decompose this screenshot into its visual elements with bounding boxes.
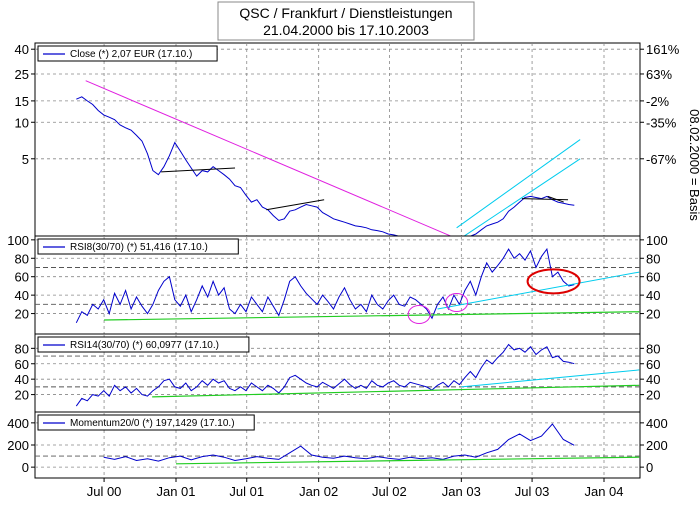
x-tick-label: Jul 03 [515,484,550,499]
left-tick-label: 25 [15,67,29,82]
left-tick-label: 15 [15,94,29,109]
x-axis: Jul 00 Jan 01 Jul 01 Jan 02 Jul 02 Jan 03 Jul … [87,478,624,499]
panel-price: 40 25 15 10 5 161% 63% -2% -35% -67% Close (*) 2,0… [15,42,680,246]
black-support-line [547,195,564,203]
panel-momentum: 400 200 0 400 200 0 Momentum20/0 (*) 197,1429 … [7,411,668,479]
left-tick-label: 100 [7,233,29,248]
legend-rsi14: RSI14(30/70) (*) 60,0977 (17.10.) [37,336,250,353]
x-tick-label: Jul 00 [87,484,122,499]
right-tick-label: 80 [646,251,660,266]
right-tick-label: 0 [646,460,653,475]
series-line-momentum [103,423,575,462]
x-tick-label: Jan 04 [584,484,623,499]
right-axis-label: 08.02.2000 = Basis [687,109,700,221]
legend-label: RSI8(30/70) (*) 51,416 (17.10.) [70,242,208,253]
black-support-line [266,199,325,211]
left-tick-label: 80 [15,341,29,356]
panel-frame [34,42,641,237]
left-tick-label: 40 [15,372,29,387]
legend-label: Momentum20/0 (*) 197,1429 (17.10.) [70,418,235,429]
left-tick-label: 200 [7,438,29,453]
left-tick-label: 60 [15,357,29,372]
left-tick-label: 20 [15,388,29,403]
chart-panels: 40 25 15 10 5 161% 63% -2% -35% -67% Close (*) 2,0… [7,42,680,479]
chart-title: QSC / Frankfurt / Dienstleistungen 21.04… [217,1,475,41]
green-trendline [152,384,640,398]
left-tick-label: 20 [15,307,29,322]
left-tick-label: 400 [7,416,29,431]
black-support-line [521,198,569,201]
red-ellipse-marker [526,268,581,295]
right-tick-label: 40 [646,288,660,303]
right-tick-label: 400 [646,416,668,431]
x-tick-label: Jan 02 [299,484,338,499]
left-tick-label: 10 [15,115,29,130]
legend-box [37,238,239,255]
left-tick-label: 80 [15,251,29,266]
right-tick-label: 40 [646,372,660,387]
right-tick-label: 20 [646,388,660,403]
left-tick-label: 40 [15,42,29,57]
right-tick-label: 200 [646,438,668,453]
right-tick-label: -67% [646,152,677,167]
series-line-rsi14 [75,343,575,407]
legend-price: Close (*) 2,07 EUR (17.10.) [37,45,218,62]
magenta-trendline [85,80,462,241]
series-line-rsi8 [75,247,575,324]
left-tick-label: 40 [15,288,29,303]
panel-rsi8: 100 80 60 40 20 100 80 60 40 20 RSI8(30/70) (*) 51… [7,233,668,335]
legend-label: RSI14(30/70) (*) 60,0977 (17.10.) [70,340,219,351]
title-line-2: 21.04.2000 bis 17.10.2003 [263,22,429,38]
series-line-price [76,96,575,246]
legend-label: Close (*) 2,07 EUR (17.10.) [70,49,192,60]
magenta-circle-marker [445,293,469,313]
magenta-circle-marker [407,304,431,324]
right-tick-label: -2% [646,94,670,109]
panel-frame [34,235,641,335]
left-tick-label: 5 [22,152,29,167]
legend-momentum: Momentum20/0 (*) 197,1429 (17.10.) [37,414,255,431]
cyan-trendline [461,369,640,388]
title-line-1: QSC / Frankfurt / Dienstleistungen [239,5,452,21]
right-tick-label: 100 [646,233,668,248]
x-tick-label: Jul 02 [372,484,407,499]
left-tick-label: 0 [22,460,29,475]
right-tick-label: 161% [646,42,680,57]
right-tick-label: 60 [646,270,660,285]
x-tick-label: Jul 01 [229,484,264,499]
legend-rsi8: RSI8(30/70) (*) 51,416 (17.10.) [37,238,239,255]
cyan-channel-line [456,158,581,242]
right-tick-label: 80 [646,341,660,356]
x-tick-label: Jan 01 [156,484,195,499]
cyan-channel-line [456,139,581,229]
legend-box [37,336,250,353]
right-tick-label: 63% [646,67,672,82]
right-tick-label: 20 [646,307,660,322]
legend-box [37,45,218,62]
x-tick-label: Jan 03 [442,484,481,499]
green-trendline [175,456,640,465]
legend-box [37,414,255,431]
right-tick-label: -35% [646,115,677,130]
green-trendline [104,311,640,321]
black-support-line [161,167,236,173]
right-tick-label: 60 [646,357,660,372]
left-tick-label: 60 [15,270,29,285]
